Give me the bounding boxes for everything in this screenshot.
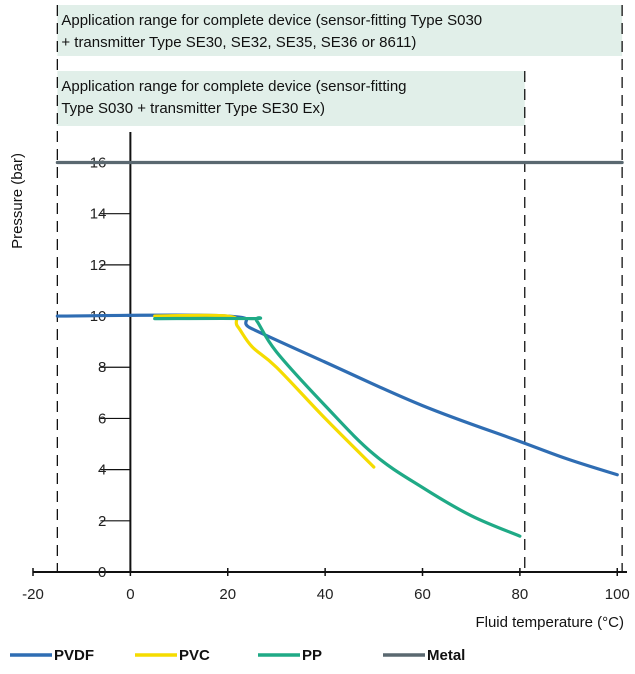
y-tick-label: 2: [98, 513, 106, 530]
application-range-band: [57, 5, 623, 56]
series-line-pvdf: [55, 313, 619, 477]
application-range-text: Type S030 + transmitter Type SE30 Ex): [61, 100, 325, 117]
legend-label-pvdf: PVDF: [54, 647, 94, 664]
application-range-text: Application range for complete device (s…: [61, 12, 482, 29]
series-line-pp: [153, 316, 522, 538]
x-tick-label: 100: [605, 586, 630, 603]
x-tick-label: 0: [126, 586, 134, 603]
legend: PVDF PVC PP Metal: [10, 647, 465, 664]
y-tick-label: 8: [98, 359, 106, 376]
x-tick-label: -20: [22, 586, 44, 603]
legend-label-pp: PP: [302, 647, 322, 664]
application-range-band: [57, 71, 525, 126]
application-ranges: Application range for complete device (s…: [56, 5, 623, 572]
legend-label-metal: Metal: [427, 647, 465, 664]
series-lines: [55, 160, 624, 538]
x-tick-label: 80: [512, 586, 529, 603]
application-range-text: Application range for complete device (s…: [61, 78, 406, 95]
x-tick-label: 60: [414, 586, 431, 603]
x-tick-label: 40: [317, 586, 334, 603]
y-tick-label: 4: [98, 462, 106, 479]
y-tick-label: 12: [90, 257, 107, 274]
x-tick-label: 20: [219, 586, 236, 603]
application-range-text: + transmitter Type SE30, SE32, SE35, SE3…: [61, 34, 416, 51]
y-tick-label: 0: [98, 564, 106, 581]
x-axis-label: Fluid temperature (°C): [475, 614, 624, 631]
y-tick-label: 6: [98, 410, 106, 427]
legend-label-pvc: PVC: [179, 647, 210, 664]
series-line-pvc: [153, 313, 376, 469]
y-tick-label: 14: [90, 206, 107, 223]
y-axis-label: Pressure (bar): [9, 153, 26, 249]
